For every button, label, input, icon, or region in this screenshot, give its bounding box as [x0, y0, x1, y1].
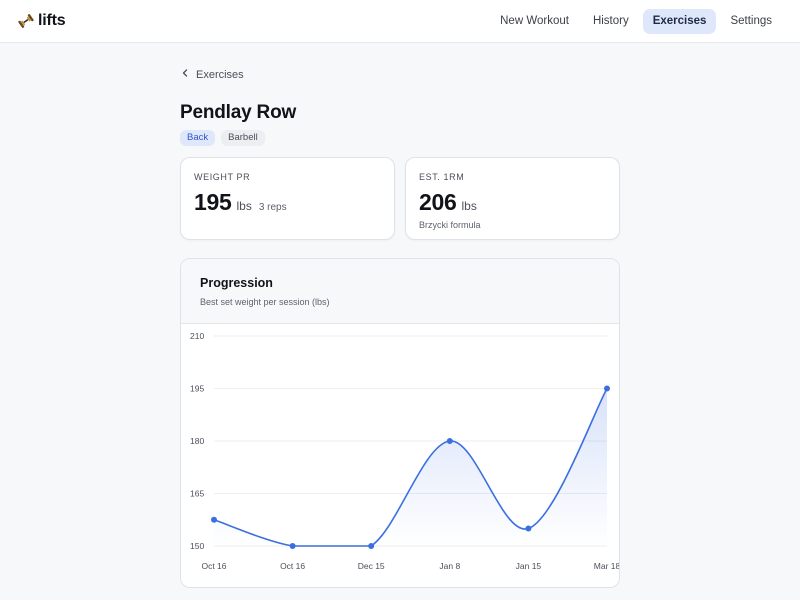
est-1rm-label: EST. 1RM	[419, 172, 465, 182]
data-point	[289, 543, 296, 549]
est-1rm-unit: lbs	[461, 199, 477, 213]
chart-header: Progression Best set weight per session …	[181, 259, 619, 324]
weight-pr-value: 195	[194, 189, 232, 215]
nav-new-workout[interactable]: New Workout	[500, 14, 569, 27]
dumbbell-icon	[18, 13, 34, 29]
weight-pr-label: WEIGHT PR	[194, 172, 251, 182]
exercise-tags: Back Barbell	[180, 130, 265, 146]
app-name: lifts	[38, 12, 66, 29]
main-nav: New Workout History Exercises Settings	[490, 8, 782, 34]
progression-line-chart[interactable]: 150 165 180 195 210 Oct 16 Oct 16 Dec 15 Jan 8 Ja…	[181, 324, 619, 588]
x-tick-label: Oct 16	[201, 561, 226, 571]
progression-chart-card: Progression Best set weight per session …	[180, 258, 620, 588]
page-title: Pendlay Row	[180, 102, 297, 123]
est-1rm-card: EST. 1RM 206 lbs Brzycki formula	[405, 157, 620, 240]
est-1rm-formula-note: Brzycki formula	[419, 220, 481, 230]
data-point	[446, 438, 453, 444]
nav-settings[interactable]: Settings	[730, 14, 772, 27]
data-point	[604, 385, 610, 392]
x-tick-label: Mar 18	[594, 561, 619, 571]
chevron-left-icon	[180, 68, 190, 81]
weight-pr-reps: 3 reps	[258, 202, 287, 213]
y-tick-label: 165	[190, 489, 204, 499]
data-point	[525, 525, 532, 532]
x-tick-label: Jan 8	[439, 561, 460, 571]
top-navigation-bar: lifts New Workout History Exercises Sett…	[0, 0, 800, 43]
tag-equipment: Barbell	[221, 130, 265, 146]
x-tick-label: Dec 15	[358, 561, 385, 571]
data-point	[211, 516, 217, 523]
brand[interactable]: lifts	[18, 12, 66, 30]
weight-pr-card: WEIGHT PR 195 lbs 3 reps	[180, 157, 395, 240]
stat-cards: WEIGHT PR 195 lbs 3 reps EST. 1RM 206 lb…	[180, 157, 620, 240]
x-tick-label: Oct 16	[280, 561, 305, 571]
est-1rm-value: 206	[419, 189, 457, 215]
chart-title: Progression	[200, 276, 273, 290]
nav-history[interactable]: History	[592, 14, 629, 27]
back-link-label: Exercises	[196, 68, 244, 81]
y-tick-label: 210	[190, 331, 204, 341]
chart-subtitle: Best set weight per session (lbs)	[200, 297, 330, 307]
y-tick-label: 180	[190, 436, 204, 446]
back-to-exercises-link[interactable]: Exercises	[180, 68, 244, 81]
x-tick-label: Jan 15	[516, 561, 542, 571]
tag-muscle-group: Back	[180, 130, 216, 146]
y-tick-label: 195	[190, 384, 204, 394]
weight-pr-unit: lbs	[236, 199, 252, 213]
data-point	[368, 543, 375, 549]
area-fill	[214, 388, 607, 546]
y-tick-label: 150	[190, 541, 204, 551]
nav-exercises[interactable]: Exercises	[642, 8, 717, 34]
